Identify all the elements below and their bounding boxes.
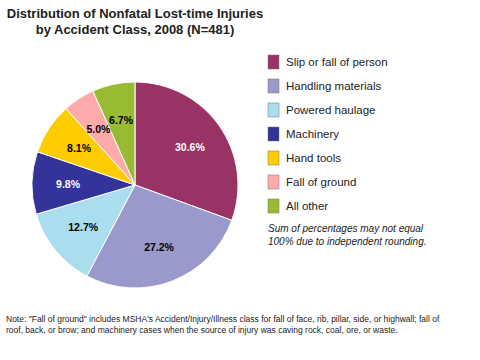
legend-swatch bbox=[268, 55, 279, 69]
data-label: 12.7% bbox=[68, 221, 98, 233]
legend-swatch bbox=[268, 79, 279, 93]
legend-label: Powered haulage bbox=[286, 104, 376, 116]
annotation: Sum of percentages may not equal100% due… bbox=[268, 223, 426, 247]
data-label: 5.0% bbox=[86, 123, 111, 135]
data-label: 6.7% bbox=[109, 114, 134, 126]
legend-label: All other bbox=[286, 200, 328, 212]
legend-swatch bbox=[268, 103, 279, 117]
data-label: 27.2% bbox=[144, 241, 174, 253]
data-label: 9.8% bbox=[56, 178, 81, 190]
pie bbox=[32, 82, 238, 288]
data-labels: 30.6% 27.2% 12.7% 9.8% 8.1% 5.0%6.7% bbox=[56, 114, 205, 254]
data-label: 30.6% bbox=[175, 141, 205, 153]
note: Note: "Fall of ground" includes MSHA's A… bbox=[6, 314, 440, 335]
title: Distribution of Nonfatal Lost-time Injur… bbox=[7, 6, 263, 37]
legend-swatch bbox=[268, 199, 279, 213]
legend-label: Slip or fall of person bbox=[286, 56, 388, 68]
legend-swatch bbox=[268, 127, 279, 141]
legend-label: Handling materials bbox=[286, 80, 381, 92]
legend-swatch bbox=[268, 175, 279, 189]
legend-label: Machinery bbox=[286, 128, 339, 140]
legend-label: Fall of ground bbox=[286, 176, 356, 188]
legend-swatch bbox=[268, 151, 279, 165]
legend-label: Hand tools bbox=[286, 152, 341, 164]
legend: Slip or fall of person Handling materials… bbox=[268, 55, 388, 213]
data-label: 8.1% bbox=[67, 142, 92, 154]
chart: Distribution of Nonfatal Lost-time Injur… bbox=[0, 0, 480, 360]
